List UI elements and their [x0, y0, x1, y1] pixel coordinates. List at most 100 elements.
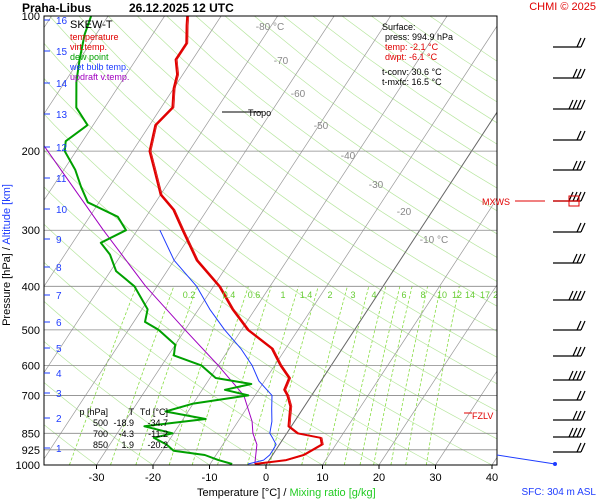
datetime-title: 26.12.2025 12 UTC: [129, 1, 234, 15]
wind-barb-flag: [580, 160, 586, 171]
isotherm-line: [378, 284, 497, 465]
wind-barb-icon: [553, 370, 586, 381]
wind-barb-icon: [553, 442, 586, 453]
wind-barb-flag: [580, 68, 586, 79]
pressure-tick-label: 400: [22, 281, 40, 293]
mixing-ratio-label: 8: [420, 290, 425, 300]
pressure-tick-label: 200: [22, 146, 40, 158]
wind-barb-flag: [580, 442, 586, 453]
isotherm-line: [44, 16, 165, 201]
wind-barb-icon: [553, 222, 586, 233]
mixing-ratio-line: [405, 286, 442, 465]
wind-barb-flag: [576, 68, 582, 79]
dry-adiabat-line: [166, 16, 497, 258]
legend-item-virt-temp: virt.temp.: [70, 42, 108, 52]
mixing-ratio-line: [191, 286, 249, 465]
wind-barb-icon: [553, 68, 586, 79]
dry-adiabat-line: [137, 16, 497, 282]
dry-adiabat-line: [224, 16, 497, 212]
series-line-wet-bulb-temp: [159, 229, 277, 465]
surface-wind-dot: [553, 462, 557, 466]
x-axis-title: Temperature [°C] / Mixing ratio [g/kg]: [197, 487, 376, 499]
mixing-ratio-line: [135, 286, 198, 465]
legend-title: SKEW-T: [70, 19, 113, 31]
dry-adiabat-line: [49, 16, 497, 358]
wind-barb-icon: [553, 410, 586, 421]
credit-label[interactable]: CHMI © 2025: [529, 1, 596, 13]
wind-barb-flag: [576, 222, 582, 233]
surface-press: press: 994.9 hPa: [385, 32, 454, 42]
table-cell: -11.2: [148, 429, 168, 439]
table-cell: -20.2: [147, 440, 168, 450]
table-header-cell: T: [128, 407, 135, 417]
wind-barb-flag: [580, 191, 586, 202]
x-axis-title-sep: /: [280, 487, 290, 499]
pressure-tick-label: 1000: [16, 460, 40, 472]
pressure-tick-label: 850: [22, 428, 40, 440]
wind-barb-flag: [568, 290, 574, 301]
table-header-cell: p [hPa]: [79, 407, 108, 417]
wind-barb-flag: [576, 410, 582, 421]
wind-barb-icon: [553, 346, 586, 357]
wind-barb-icon: [553, 320, 586, 331]
mixing-ratio-line: [301, 286, 348, 465]
series-line-virt-temp: [150, 16, 324, 465]
isotherm-label: -10 °C: [420, 235, 448, 246]
wind-barb-flag: [572, 160, 578, 171]
x-axis-title-mixing: Mixing ratio [g/kg]: [289, 487, 376, 499]
wind-barb-flag: [576, 160, 582, 171]
wind-barb-flag: [576, 99, 582, 110]
surface-temp: temp: -2.1 °C: [385, 42, 439, 52]
altitude-tick-label: 16: [56, 16, 68, 27]
surface-title: Surface:: [382, 22, 416, 32]
wind-barb-flag: [572, 370, 578, 381]
wind-barb-icon: [553, 290, 586, 301]
wind-barb-flag: [572, 410, 578, 421]
isotherm-line: [265, 111, 497, 465]
wind-barb-flag: [572, 68, 578, 79]
wind-barb-flag: [580, 370, 586, 381]
isotherm-line: [435, 370, 497, 465]
wind-barb-flag: [580, 99, 586, 110]
isotherm-line: [152, 16, 448, 465]
mixing-ratio-label: 12: [452, 290, 462, 300]
isotherm-label: -70: [274, 56, 289, 67]
wind-barb-flag: [580, 320, 586, 331]
table-cell: 700: [92, 429, 108, 439]
table-row: 700 -4.3 -11.2: [76, 429, 168, 440]
altitude-tick-label: 3: [56, 389, 62, 400]
temperature-tick-label: 30: [429, 472, 441, 484]
mixing-ratio-label: 10: [437, 290, 447, 300]
mixing-ratio-line: [325, 286, 370, 465]
mixing-ratio-label: 1.4: [300, 290, 313, 300]
pressure-tick-label: 100: [22, 11, 40, 23]
legend: SKEW-T temperature virt.temp. dew point …: [70, 19, 129, 82]
mixing-ratio-line: [69, 286, 137, 465]
altitude-tick-label: 15: [56, 47, 68, 58]
surface-tmxfc: t-mxfc: 16.5 °C: [382, 77, 442, 87]
table-row: 850 1.9 -20.2: [76, 440, 168, 451]
isotherm-label: -60: [291, 89, 306, 100]
series-line-updraft-v-temp: [44, 144, 258, 465]
temperature-tick-label: 40: [486, 472, 498, 484]
wind-barb-icon: [553, 37, 586, 48]
wind-barb-flag: [576, 390, 582, 401]
wind-barb-icon: [553, 160, 586, 171]
wind-barb-flag: [580, 290, 586, 301]
mixing-ratio-line: [390, 286, 428, 465]
wind-barb-flag: [576, 427, 582, 438]
altitude-tick-label: 11: [56, 174, 67, 185]
wind-barb-flag: [568, 370, 574, 381]
altitude-tick-label: 14: [56, 79, 68, 90]
table-cell: 850: [92, 440, 108, 450]
wind-barb-flag: [576, 37, 582, 48]
dry-adiabat-line: [312, 16, 497, 145]
pressure-tick-label: 500: [22, 325, 40, 337]
wind-barb-icon: [553, 427, 586, 438]
wind-barb-flag: [580, 427, 586, 438]
altitude-tick-label: 7: [56, 291, 62, 302]
isotherm-line: [96, 16, 391, 465]
isotherm-label: -40: [341, 151, 356, 162]
wind-barb-flag: [572, 290, 578, 301]
